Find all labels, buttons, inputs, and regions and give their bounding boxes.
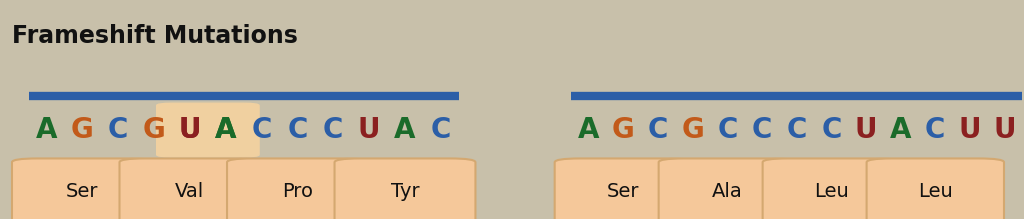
Text: Ala: Ala bbox=[712, 182, 742, 201]
Text: Frameshift Mutations: Frameshift Mutations bbox=[12, 24, 298, 48]
Text: U: U bbox=[958, 116, 981, 144]
Text: A: A bbox=[890, 116, 911, 144]
Text: Pro: Pro bbox=[282, 182, 313, 201]
Text: C: C bbox=[821, 116, 842, 144]
FancyBboxPatch shape bbox=[227, 159, 368, 219]
Text: G: G bbox=[612, 116, 635, 144]
Text: Val: Val bbox=[175, 182, 205, 201]
Text: C: C bbox=[786, 116, 807, 144]
Text: U: U bbox=[993, 116, 1016, 144]
Text: U: U bbox=[179, 116, 201, 144]
Text: G: G bbox=[142, 116, 166, 144]
Text: G: G bbox=[71, 116, 94, 144]
FancyBboxPatch shape bbox=[120, 159, 260, 219]
FancyBboxPatch shape bbox=[866, 159, 1004, 219]
Text: C: C bbox=[109, 116, 128, 144]
Text: Ser: Ser bbox=[607, 182, 640, 201]
FancyBboxPatch shape bbox=[658, 159, 796, 219]
Text: C: C bbox=[431, 116, 451, 144]
Text: Leu: Leu bbox=[918, 182, 952, 201]
Text: C: C bbox=[752, 116, 772, 144]
Text: U: U bbox=[179, 116, 201, 144]
Text: Leu: Leu bbox=[814, 182, 849, 201]
Text: A: A bbox=[215, 116, 237, 144]
Text: C: C bbox=[648, 116, 669, 144]
Text: C: C bbox=[252, 116, 271, 144]
Text: C: C bbox=[288, 116, 307, 144]
FancyBboxPatch shape bbox=[12, 159, 153, 219]
Text: A: A bbox=[394, 116, 416, 144]
Text: Tyr: Tyr bbox=[391, 182, 419, 201]
FancyBboxPatch shape bbox=[555, 159, 692, 219]
Text: A: A bbox=[215, 116, 237, 144]
Text: U: U bbox=[855, 116, 878, 144]
Text: A: A bbox=[36, 116, 57, 144]
Text: A: A bbox=[578, 116, 599, 144]
Text: Ser: Ser bbox=[67, 182, 98, 201]
Text: G: G bbox=[681, 116, 705, 144]
Text: C: C bbox=[324, 116, 343, 144]
FancyBboxPatch shape bbox=[157, 103, 259, 157]
FancyBboxPatch shape bbox=[763, 159, 900, 219]
Text: C: C bbox=[717, 116, 737, 144]
Text: U: U bbox=[358, 116, 380, 144]
Text: C: C bbox=[925, 116, 945, 144]
FancyBboxPatch shape bbox=[335, 159, 475, 219]
